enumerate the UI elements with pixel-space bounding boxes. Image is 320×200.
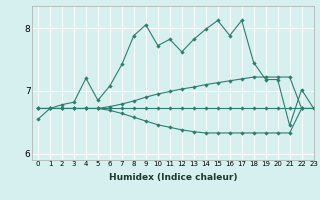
X-axis label: Humidex (Indice chaleur): Humidex (Indice chaleur) bbox=[108, 173, 237, 182]
